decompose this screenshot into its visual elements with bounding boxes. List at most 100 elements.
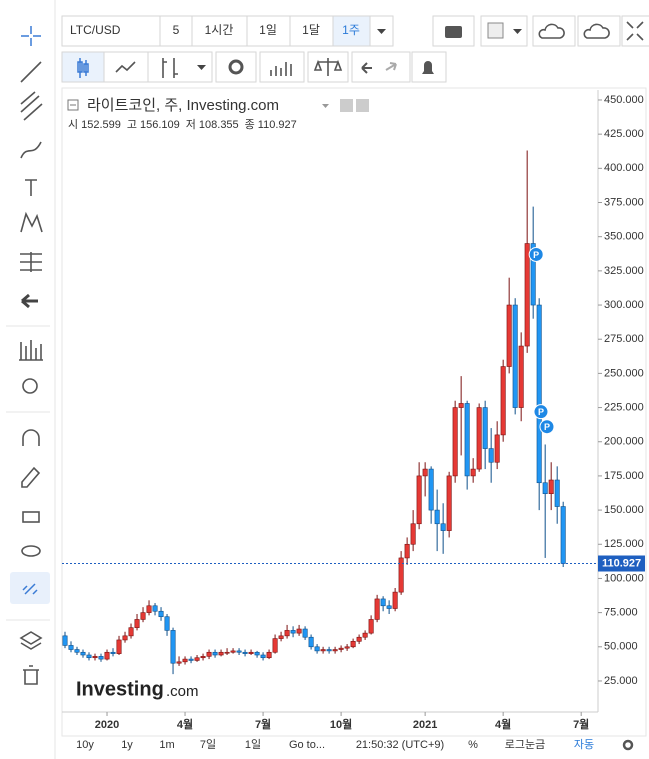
ohlc-value: 152.599	[81, 119, 121, 131]
studies-icon	[270, 62, 292, 76]
percent-toggle[interactable]: %	[468, 739, 478, 751]
event-marker	[539, 419, 555, 435]
x-tick-label: 4월	[177, 717, 193, 731]
delete-tool[interactable]	[23, 665, 39, 685]
y-tick-label: 50.000	[604, 641, 638, 653]
candle-body	[500, 366, 506, 436]
goto-button[interactable]: Go to...	[289, 739, 325, 751]
y-tick-label: 100.000	[604, 572, 644, 584]
collapse-box[interactable]	[67, 99, 79, 111]
unlock-tool[interactable]	[22, 511, 40, 523]
indicators-icon	[162, 58, 178, 78]
candle-body	[182, 658, 188, 663]
candle-body	[188, 658, 194, 661]
ohlc-label: 저	[186, 118, 196, 131]
lock-draw-tool[interactable]	[21, 466, 41, 488]
ohlc-value: 108.355	[199, 119, 239, 131]
candle-body	[542, 482, 548, 494]
interval-button[interactable]	[289, 15, 334, 47]
interval: 5	[173, 23, 180, 37]
caret	[513, 29, 522, 34]
candle-body	[356, 636, 362, 642]
candle-body	[164, 616, 170, 631]
candle-body	[194, 657, 200, 661]
interval-button[interactable]	[191, 15, 248, 47]
y-tick-label: 150.000	[604, 504, 644, 516]
range-button[interactable]: 10y	[76, 739, 94, 751]
title-button[interactable]	[356, 99, 369, 112]
fib-tool[interactable]	[20, 91, 43, 121]
back-tool[interactable]	[21, 293, 38, 309]
candle-body	[134, 619, 140, 628]
y-tick-label: 175.000	[604, 470, 644, 482]
zoom-tool[interactable]	[22, 378, 38, 394]
y-tick-label: 300.000	[604, 299, 644, 311]
auto-toggle[interactable]: 자동	[574, 738, 594, 751]
candle-body	[116, 639, 122, 654]
clock: 21:50:32 (UTC+9)	[356, 739, 444, 751]
candle-body	[452, 407, 458, 477]
y-tick-label: 425.000	[604, 128, 644, 140]
symbol-input[interactable]	[61, 15, 161, 47]
magnet-tool[interactable]	[22, 429, 40, 446]
interval-button[interactable]	[246, 15, 291, 47]
measure-tool[interactable]	[20, 252, 42, 272]
candle-body	[320, 649, 326, 652]
x-tick-label: 2021	[413, 719, 437, 731]
event-label: P	[538, 407, 544, 417]
candle-body	[518, 345, 524, 408]
candle-body	[308, 636, 314, 648]
x-tick-label: 2020	[95, 719, 119, 731]
line-tool[interactable]	[20, 61, 42, 83]
interval-button-active[interactable]	[332, 15, 371, 47]
candle-body	[404, 543, 410, 559]
candle-body	[68, 645, 74, 650]
range-button[interactable]: 1m	[159, 739, 174, 751]
candle-body	[374, 598, 380, 620]
crosshair-tool[interactable]	[21, 26, 41, 46]
x-tick-label: 7월	[573, 717, 589, 731]
interval: 1달	[302, 23, 320, 37]
link-tool[interactable]	[22, 583, 38, 595]
visibility-tool[interactable]	[21, 545, 41, 557]
compare-icon	[115, 61, 136, 73]
interval: 1일	[259, 23, 277, 37]
title-button[interactable]	[340, 99, 353, 112]
candle-body	[86, 654, 92, 659]
save-button[interactable]	[577, 15, 621, 47]
fullscreen-button[interactable]	[621, 15, 649, 47]
candle-body	[548, 479, 554, 494]
studies-button[interactable]	[259, 51, 305, 83]
caret	[322, 104, 329, 108]
range-button[interactable]: 7일	[200, 737, 216, 751]
indicator-tool[interactable]	[19, 340, 43, 361]
candle-body	[488, 448, 494, 463]
candle-body	[146, 605, 152, 613]
settings-button[interactable]	[215, 51, 257, 83]
last-price-box	[598, 555, 645, 572]
y-tick-label: 75.000	[604, 607, 638, 619]
candle-body	[284, 630, 290, 637]
candle-body	[446, 475, 452, 531]
range-button[interactable]: 1일	[245, 737, 261, 751]
candle-body	[380, 598, 386, 607]
compare-button[interactable]	[103, 51, 149, 83]
undo-redo[interactable]	[351, 51, 411, 83]
ohlc-value: 110.927	[258, 119, 297, 131]
candle-body	[302, 628, 308, 638]
candle-body	[332, 649, 338, 652]
gear-icon	[228, 59, 244, 75]
settings-icon[interactable]	[622, 739, 634, 751]
pattern-tool[interactable]	[20, 211, 43, 233]
chart-frame	[61, 87, 647, 737]
log-toggle[interactable]: 로그눈금	[505, 738, 545, 751]
redo-icon	[385, 62, 397, 71]
layers-tool[interactable]	[19, 631, 43, 650]
chart-type-button[interactable]	[61, 51, 105, 83]
brush-tool[interactable]	[20, 141, 42, 159]
text-tool[interactable]	[25, 179, 37, 196]
candle-body	[170, 630, 176, 664]
load-button[interactable]	[532, 15, 576, 47]
range-button[interactable]: 1y	[121, 739, 133, 751]
